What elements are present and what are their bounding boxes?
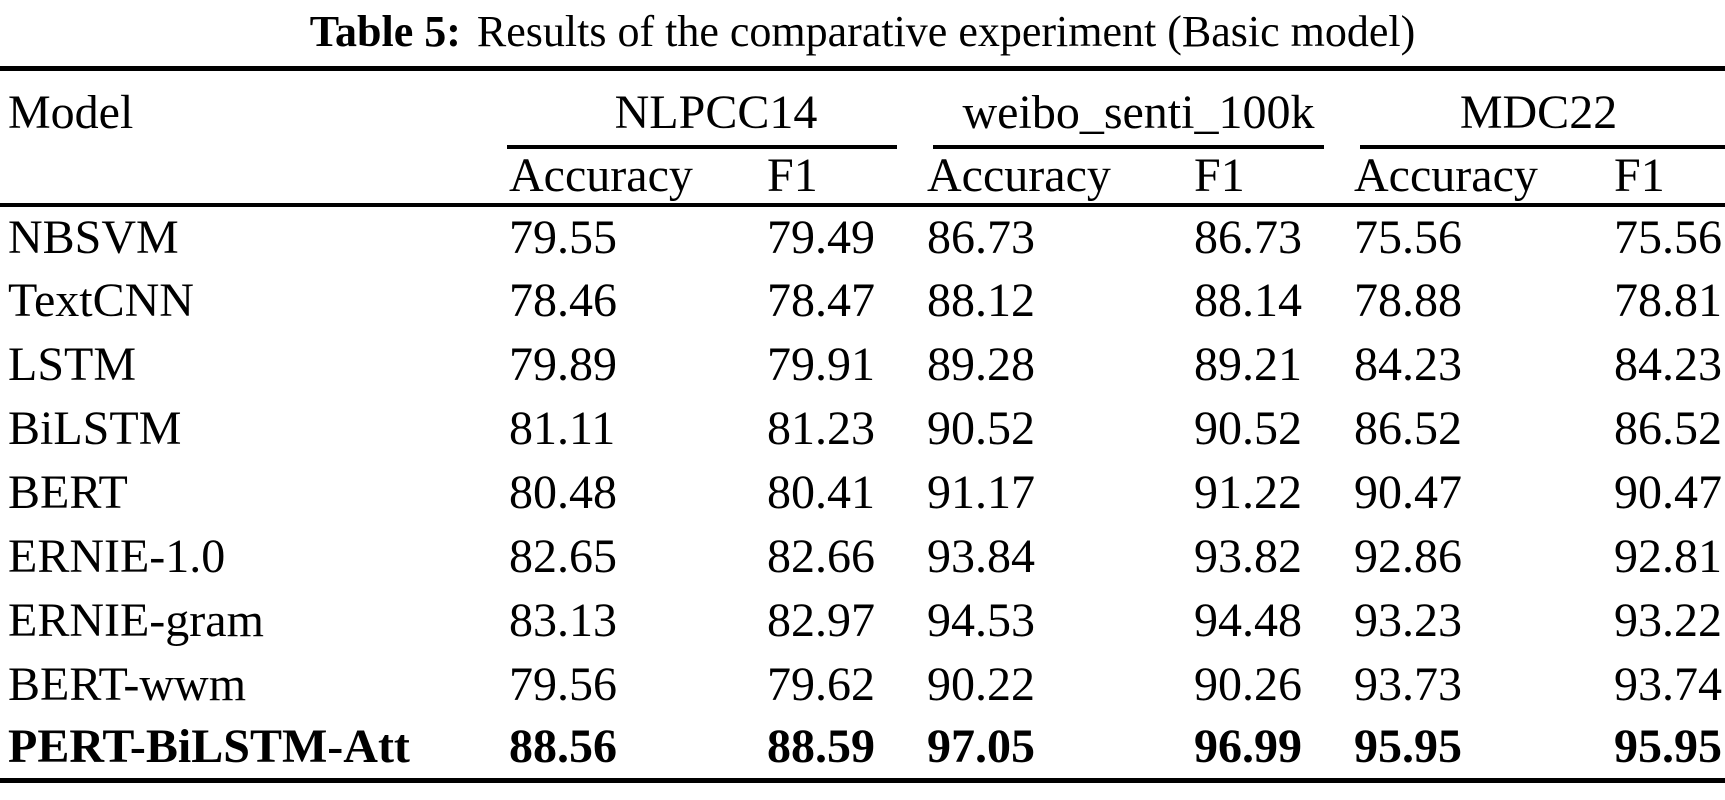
value-cell: 79.91 [767, 337, 875, 391]
value-cell: 79.62 [767, 657, 875, 711]
table-row: ERNIE-gram 83.13 82.97 94.53 94.48 93.23 93.22 [0, 589, 1725, 653]
results-table: Model NLPCC14 weibo_senti_100k MDC22 Acc… [0, 66, 1725, 783]
table-row: TextCNN 78.46 78.47 88.12 88.14 78.88 78.81 [0, 269, 1725, 333]
value-cell: 86.73 [927, 210, 1035, 264]
value-cell: 80.41 [767, 465, 875, 519]
value-cell: 86.52 [1614, 401, 1722, 455]
value-cell: 93.74 [1614, 657, 1722, 711]
value-cell: 84.23 [1614, 337, 1722, 391]
table-row: NBSVM 79.55 79.49 86.73 86.73 75.56 75.56 [0, 205, 1725, 269]
subheader-nlpcc14-f1: F1 [765, 148, 925, 207]
value-cell: 94.48 [1194, 593, 1302, 647]
model-name-cell: LSTM [8, 337, 137, 391]
value-cell: 92.81 [1614, 529, 1722, 583]
model-name-cell: TextCNN [8, 273, 194, 327]
value-cell: 88.12 [927, 273, 1035, 327]
value-cell: 78.46 [509, 273, 617, 327]
value-cell: 89.21 [1194, 337, 1302, 391]
value-cell: 75.56 [1354, 210, 1462, 264]
value-cell: 75.56 [1614, 210, 1722, 264]
model-name-cell: ERNIE-gram [8, 593, 264, 647]
subheader-weibo-f1: F1 [1192, 148, 1352, 207]
table-row: LSTM 79.89 79.91 89.28 89.21 84.23 84.23 [0, 333, 1725, 397]
model-name-cell: NBSVM [8, 210, 179, 264]
value-cell: 90.22 [927, 657, 1035, 711]
value-cell: 88.56 [509, 720, 617, 774]
table-row: BiLSTM 81.11 81.23 90.52 90.52 86.52 86.52 [0, 397, 1725, 461]
group-label: MDC22 [1459, 86, 1618, 139]
table-row: PERT-BiLSTM-Att 88.56 88.59 97.05 96.99 95.95… [0, 717, 1725, 781]
value-cell: 90.52 [1194, 401, 1302, 455]
value-cell: 80.48 [509, 465, 617, 519]
table-row: BERT 80.48 80.41 91.17 91.22 90.47 90.47 [0, 461, 1725, 525]
table-row: ERNIE-1.0 82.65 82.66 93.84 93.82 92.86 92.81 [0, 525, 1725, 589]
value-cell: 91.22 [1194, 465, 1302, 519]
table-caption: Table 5: Results of the comparative exper… [0, 0, 1725, 66]
value-cell: 82.97 [767, 593, 875, 647]
subheader-mdc22-f1: F1 [1612, 148, 1725, 207]
value-cell: 79.56 [509, 657, 617, 711]
value-cell: 95.95 [1614, 720, 1722, 774]
value-cell: 79.49 [767, 210, 875, 264]
value-cell: 91.17 [927, 465, 1035, 519]
table-row: BERT-wwm 79.56 79.62 90.22 90.26 93.73 93.74 [0, 653, 1725, 717]
subheader-weibo-accuracy: Accuracy [925, 148, 1192, 207]
table-header: Model NLPCC14 weibo_senti_100k MDC22 Acc… [0, 68, 1725, 207]
table-body: NBSVM 79.55 79.49 86.73 86.73 75.56 75.56 TextC… [0, 205, 1725, 781]
group-label: NLPCC14 [614, 86, 818, 139]
table-caption-text: Results of the comparative experiment (B… [476, 7, 1416, 56]
model-name-cell: BERT [8, 465, 128, 519]
value-cell: 90.26 [1194, 657, 1302, 711]
value-cell: 93.82 [1194, 529, 1302, 583]
group-header-mdc22: MDC22 [1352, 69, 1725, 149]
group-label: weibo_senti_100k [962, 86, 1315, 139]
value-cell: 84.23 [1354, 337, 1462, 391]
group-header-nlpcc14: NLPCC14 [507, 69, 925, 149]
group-header-weibo-senti-100k: weibo_senti_100k [925, 69, 1352, 149]
value-cell: 89.28 [927, 337, 1035, 391]
value-cell: 78.88 [1354, 273, 1462, 327]
group-header-row: Model NLPCC14 weibo_senti_100k MDC22 [0, 68, 1725, 207]
model-name-cell: PERT-BiLSTM-Att [8, 720, 410, 774]
value-cell: 94.53 [927, 593, 1035, 647]
column-header-model: Model [0, 68, 507, 207]
value-cell: 93.73 [1354, 657, 1462, 711]
value-cell: 97.05 [927, 720, 1035, 774]
subheader-nlpcc14-accuracy: Accuracy [507, 148, 765, 207]
value-cell: 82.65 [509, 529, 617, 583]
value-cell: 88.14 [1194, 273, 1302, 327]
value-cell: 81.23 [767, 401, 875, 455]
value-cell: 90.52 [927, 401, 1035, 455]
value-cell: 86.52 [1354, 401, 1462, 455]
value-cell: 95.95 [1354, 720, 1462, 774]
table-caption-label: Table 5: [309, 7, 461, 56]
value-cell: 90.47 [1354, 465, 1462, 519]
value-cell: 81.11 [509, 401, 616, 455]
subheader-mdc22-accuracy: Accuracy [1352, 148, 1612, 207]
value-cell: 93.23 [1354, 593, 1462, 647]
value-cell: 79.89 [509, 337, 617, 391]
value-cell: 78.81 [1614, 273, 1722, 327]
value-cell: 86.73 [1194, 210, 1302, 264]
value-cell: 90.47 [1614, 465, 1722, 519]
value-cell: 92.86 [1354, 529, 1462, 583]
value-cell: 93.22 [1614, 593, 1722, 647]
value-cell: 82.66 [767, 529, 875, 583]
value-cell: 88.59 [767, 720, 875, 774]
value-cell: 78.47 [767, 273, 875, 327]
model-name-cell: BERT-wwm [8, 657, 247, 711]
value-cell: 93.84 [927, 529, 1035, 583]
value-cell: 83.13 [509, 593, 617, 647]
model-name-cell: ERNIE-1.0 [8, 529, 226, 583]
value-cell: 79.55 [509, 210, 617, 264]
model-name-cell: BiLSTM [8, 401, 182, 455]
value-cell: 96.99 [1194, 720, 1302, 774]
metric-header-row: Accuracy F1 Accuracy F1 Accuracy F1 [0, 148, 1725, 207]
